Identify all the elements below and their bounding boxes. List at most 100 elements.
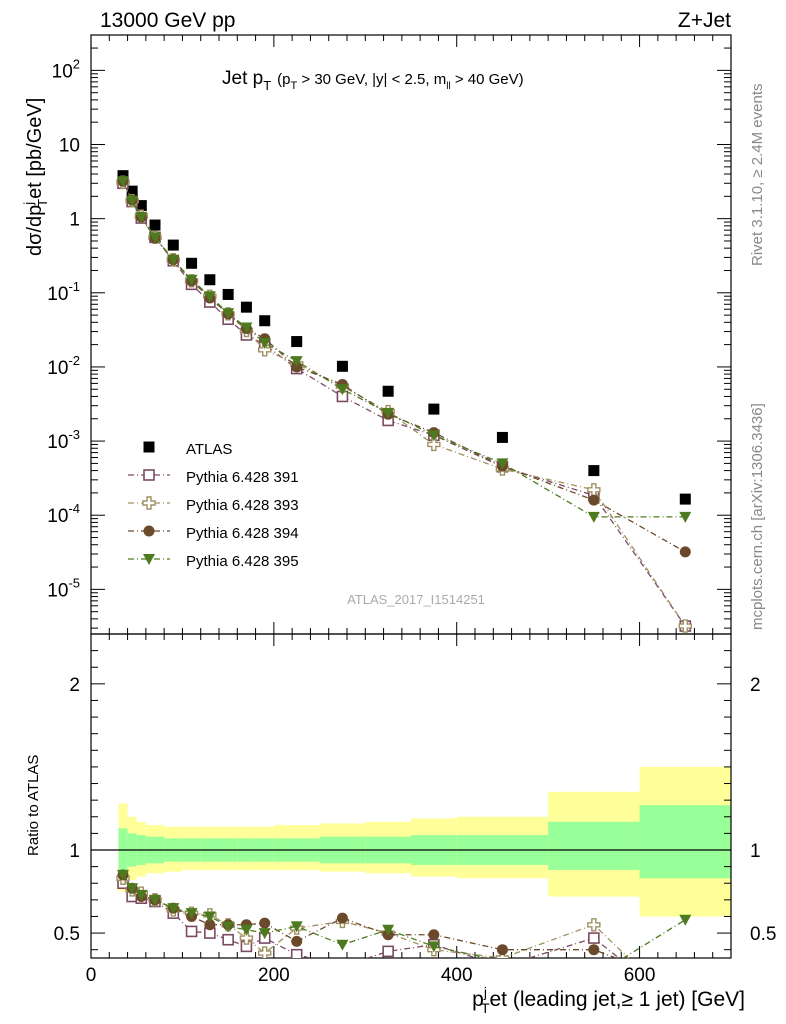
data-point-main xyxy=(135,200,147,212)
data-point-main xyxy=(240,301,252,313)
y-tick-label-main: 1 xyxy=(69,210,80,231)
x-tick-label: 400 xyxy=(441,965,473,986)
data-point-ratio xyxy=(290,948,303,958)
legend-marker xyxy=(143,525,155,537)
data-point-ratio xyxy=(258,946,272,958)
data-point-ratio xyxy=(336,939,349,951)
legend-marker xyxy=(142,496,156,510)
legend-label-393: Pythia 6.428 393 xyxy=(186,497,299,514)
energy-label: 13000 GeV pp xyxy=(100,9,235,32)
y-tick-label-ratio: 2 xyxy=(69,675,80,696)
ratio-band-inner xyxy=(548,821,640,870)
data-point-main xyxy=(185,274,198,286)
data-point-ratio xyxy=(259,917,271,929)
ratio-plot-frame xyxy=(90,633,732,959)
data-point-main xyxy=(240,322,253,334)
data-point-main xyxy=(149,232,161,244)
ratio-series-group xyxy=(116,869,692,958)
plot-title: Jet pT (pT > 30 GeV, |y| < 2.5, mll > 40 … xyxy=(222,68,524,93)
data-point-main xyxy=(258,338,271,350)
data-point-main xyxy=(382,385,394,397)
legend-marker xyxy=(143,441,155,453)
data-point-main xyxy=(135,212,148,224)
data-point-main xyxy=(117,176,129,188)
data-point-main xyxy=(258,343,272,357)
data-point-main xyxy=(427,437,441,452)
data-point-main xyxy=(167,239,179,251)
ratio-band-inner xyxy=(639,805,731,879)
data-point-main xyxy=(428,403,440,415)
data-point-main xyxy=(496,458,509,470)
chart-marks: 0 200 400 600 10-5 10-4 10-3 10-2 10-1 1 10 102 0.5 0… xyxy=(47,34,776,986)
y-tick-label-main: 10 xyxy=(59,136,80,157)
data-point-ratio xyxy=(167,903,180,915)
y-tick-label-main: 102 xyxy=(52,56,80,82)
legend-label-391: Pythia 6.428 391 xyxy=(186,469,299,486)
data-point-ratio xyxy=(496,944,508,956)
data-point-ratio xyxy=(258,928,271,940)
x-tick-label: 600 xyxy=(624,965,656,986)
data-point-main xyxy=(204,274,216,286)
data-point-main xyxy=(679,511,692,523)
data-point-ratio xyxy=(382,924,395,936)
series-line-main xyxy=(122,180,686,518)
y-axis-label-ratio: Ratio to ATLAS xyxy=(25,755,42,856)
data-point-main xyxy=(588,465,600,477)
y-tick-label-main: 10-5 xyxy=(47,575,80,601)
data-point-ratio xyxy=(240,924,253,936)
data-point-main xyxy=(427,430,440,442)
data-point-main xyxy=(587,511,600,523)
series-main-4 xyxy=(117,176,692,523)
data-point-main xyxy=(167,254,180,266)
data-point-main xyxy=(126,195,139,207)
data-point-main xyxy=(222,288,234,300)
data-point-ratio xyxy=(588,932,600,944)
analysis-id-label: ATLAS_2017_I1514251 xyxy=(347,592,485,607)
y-tick-label-main: 10-1 xyxy=(47,279,80,305)
data-point-ratio xyxy=(117,869,129,881)
x-tick-label: 0 xyxy=(86,965,97,986)
data-point-ratio xyxy=(203,911,216,923)
data-point-ratio xyxy=(126,883,139,895)
y-tick-label-ratio: 0.5 xyxy=(54,924,80,945)
data-point-ratio xyxy=(239,931,254,945)
data-point-ratio xyxy=(588,944,600,956)
data-point-main xyxy=(259,315,271,327)
data-point-main xyxy=(496,431,508,443)
legend-label-394: Pythia 6.428 394 xyxy=(186,525,299,542)
y-tick-label-ratio-right: 2 xyxy=(750,675,761,696)
data-point-main xyxy=(336,360,348,372)
data-point-ratio xyxy=(222,933,234,946)
process-label: Z+Jet xyxy=(678,9,731,32)
data-point-main xyxy=(336,384,349,396)
y-tick-label-ratio: 1 xyxy=(69,841,80,862)
data-point-main xyxy=(678,619,692,633)
y-axis-label-main: dσ/dpjTet [pb/GeV] xyxy=(21,98,50,256)
y-tick-label-main: 10-4 xyxy=(47,501,80,527)
data-point-ratio xyxy=(185,925,198,938)
data-point-ratio xyxy=(204,919,216,931)
y-tick-label-ratio-right: 0.5 xyxy=(750,924,776,945)
data-point-ratio xyxy=(185,908,198,920)
data-point-main xyxy=(186,257,198,269)
data-point-ratio xyxy=(291,935,303,947)
legend-label-395: Pythia 6.428 395 xyxy=(186,553,299,570)
series-main-0 xyxy=(117,170,691,505)
y-tick-label-main: 10-2 xyxy=(47,353,80,379)
x-axis-label: pj Tet (leading jet,≥ 1 jet) [GeV] xyxy=(472,984,745,1016)
data-point-ratio xyxy=(290,921,303,933)
data-point-main xyxy=(291,336,303,348)
data-point-main xyxy=(588,494,600,506)
y-tick-label-ratio-right: 1 xyxy=(750,841,761,862)
data-point-ratio xyxy=(135,889,148,901)
legend-marker xyxy=(143,554,155,565)
data-point-main xyxy=(290,356,303,368)
data-point-ratio xyxy=(222,921,235,933)
legend: ATLAS Pythia 6.428 391 Pythia 6.428 393 … xyxy=(186,441,299,570)
data-point-ratio xyxy=(679,914,692,926)
y-tick-label-main: 10-3 xyxy=(47,427,80,453)
data-point-main xyxy=(149,219,161,231)
data-point-ratio xyxy=(149,894,161,906)
data-point-main xyxy=(203,291,216,303)
